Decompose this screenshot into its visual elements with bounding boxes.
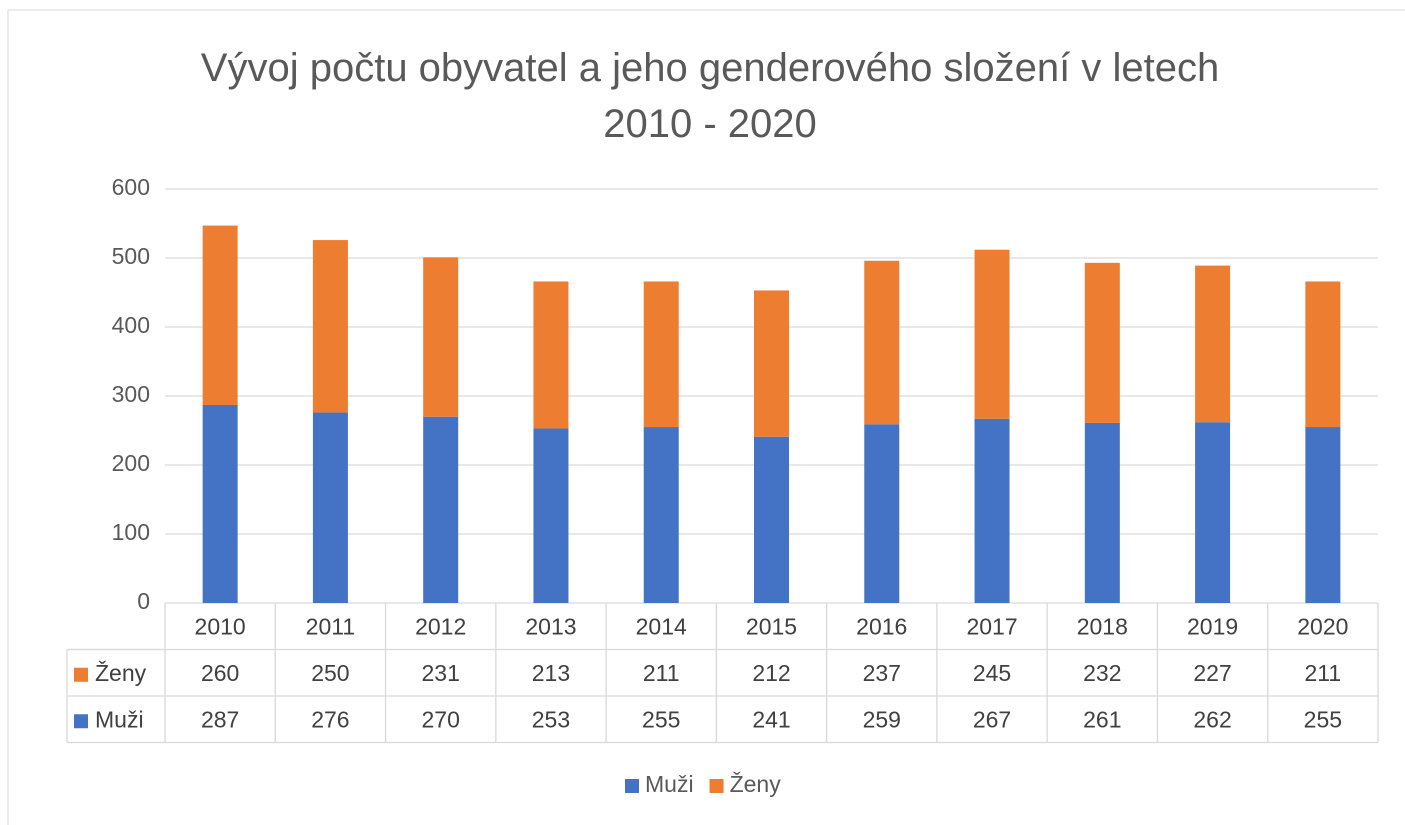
table-cell: 267 — [973, 706, 1011, 732]
legend-label: Ženy — [730, 771, 782, 797]
table-cell: 231 — [421, 660, 459, 686]
x-tick-label: 2013 — [525, 613, 576, 639]
x-tick-label: 2018 — [1077, 613, 1128, 639]
bar — [533, 281, 569, 429]
y-tick-label: 600 — [112, 174, 150, 200]
table-row-label: Ženy — [95, 660, 147, 686]
legend-key — [625, 779, 639, 793]
table-cell: 276 — [311, 706, 349, 732]
table-cell: 287 — [201, 706, 239, 732]
table-cell: 245 — [973, 660, 1011, 686]
bar — [312, 412, 348, 603]
bar — [974, 418, 1010, 603]
x-tick-label: 2010 — [195, 613, 246, 639]
x-tick-label: 2017 — [966, 613, 1017, 639]
bar — [202, 225, 238, 405]
bar — [974, 249, 1010, 419]
legend-label: Muži — [645, 771, 694, 797]
table-cell: 232 — [1083, 660, 1121, 686]
table-cell: 227 — [1193, 660, 1231, 686]
table-cell: 255 — [642, 706, 680, 732]
table-cell: 255 — [1304, 706, 1342, 732]
table-cell: 211 — [643, 660, 680, 686]
bar — [864, 424, 900, 603]
bar — [643, 281, 679, 428]
bar — [533, 428, 569, 603]
bar — [423, 416, 459, 603]
x-tick-label: 2019 — [1187, 613, 1238, 639]
bar — [1084, 422, 1120, 603]
chart-title: Vývoj počtu obyvatel a jeho genderového … — [200, 46, 1220, 146]
x-tick-label: 2011 — [306, 613, 355, 639]
table-cell: 212 — [752, 660, 790, 686]
bar — [1195, 422, 1231, 603]
bar — [202, 404, 238, 603]
bar — [1084, 262, 1120, 423]
y-tick-label: 0 — [137, 588, 150, 614]
table-cell: 213 — [532, 660, 570, 686]
table-cell: 261 — [1083, 706, 1121, 732]
table-row-label: Muži — [95, 706, 144, 732]
table-cell: 241 — [752, 706, 790, 732]
table-cell: 211 — [1305, 660, 1342, 686]
table-legend-key — [74, 667, 88, 682]
table-cell: 253 — [532, 706, 570, 732]
bar — [1195, 265, 1231, 423]
legend-key — [709, 779, 724, 793]
y-tick-label: 500 — [112, 243, 150, 269]
y-tick-label: 200 — [112, 450, 150, 476]
bar — [312, 240, 348, 413]
table-cell: 259 — [863, 706, 901, 732]
bar — [1305, 427, 1341, 603]
table-cell: 270 — [421, 706, 459, 732]
table-cell: 250 — [311, 660, 349, 686]
bar — [754, 436, 789, 603]
y-tick-label: 100 — [112, 519, 150, 545]
y-tick-label: 400 — [112, 312, 150, 338]
y-tick-label: 300 — [112, 381, 150, 407]
bar — [1305, 281, 1341, 428]
chart-frame — [7, 9, 1405, 825]
x-tick-label: 2015 — [746, 613, 797, 639]
x-tick-label: 2016 — [856, 613, 907, 639]
table-legend-key — [74, 714, 88, 729]
bar — [754, 290, 789, 437]
bar — [864, 260, 900, 425]
x-tick-label: 2020 — [1297, 613, 1348, 639]
x-tick-label: 2012 — [415, 613, 466, 639]
table-cell: 237 — [863, 660, 901, 686]
table-cell: 260 — [201, 660, 239, 686]
x-tick-label: 2014 — [636, 613, 687, 639]
bar — [423, 257, 459, 417]
table-cell: 262 — [1193, 706, 1231, 732]
bar — [643, 427, 679, 603]
